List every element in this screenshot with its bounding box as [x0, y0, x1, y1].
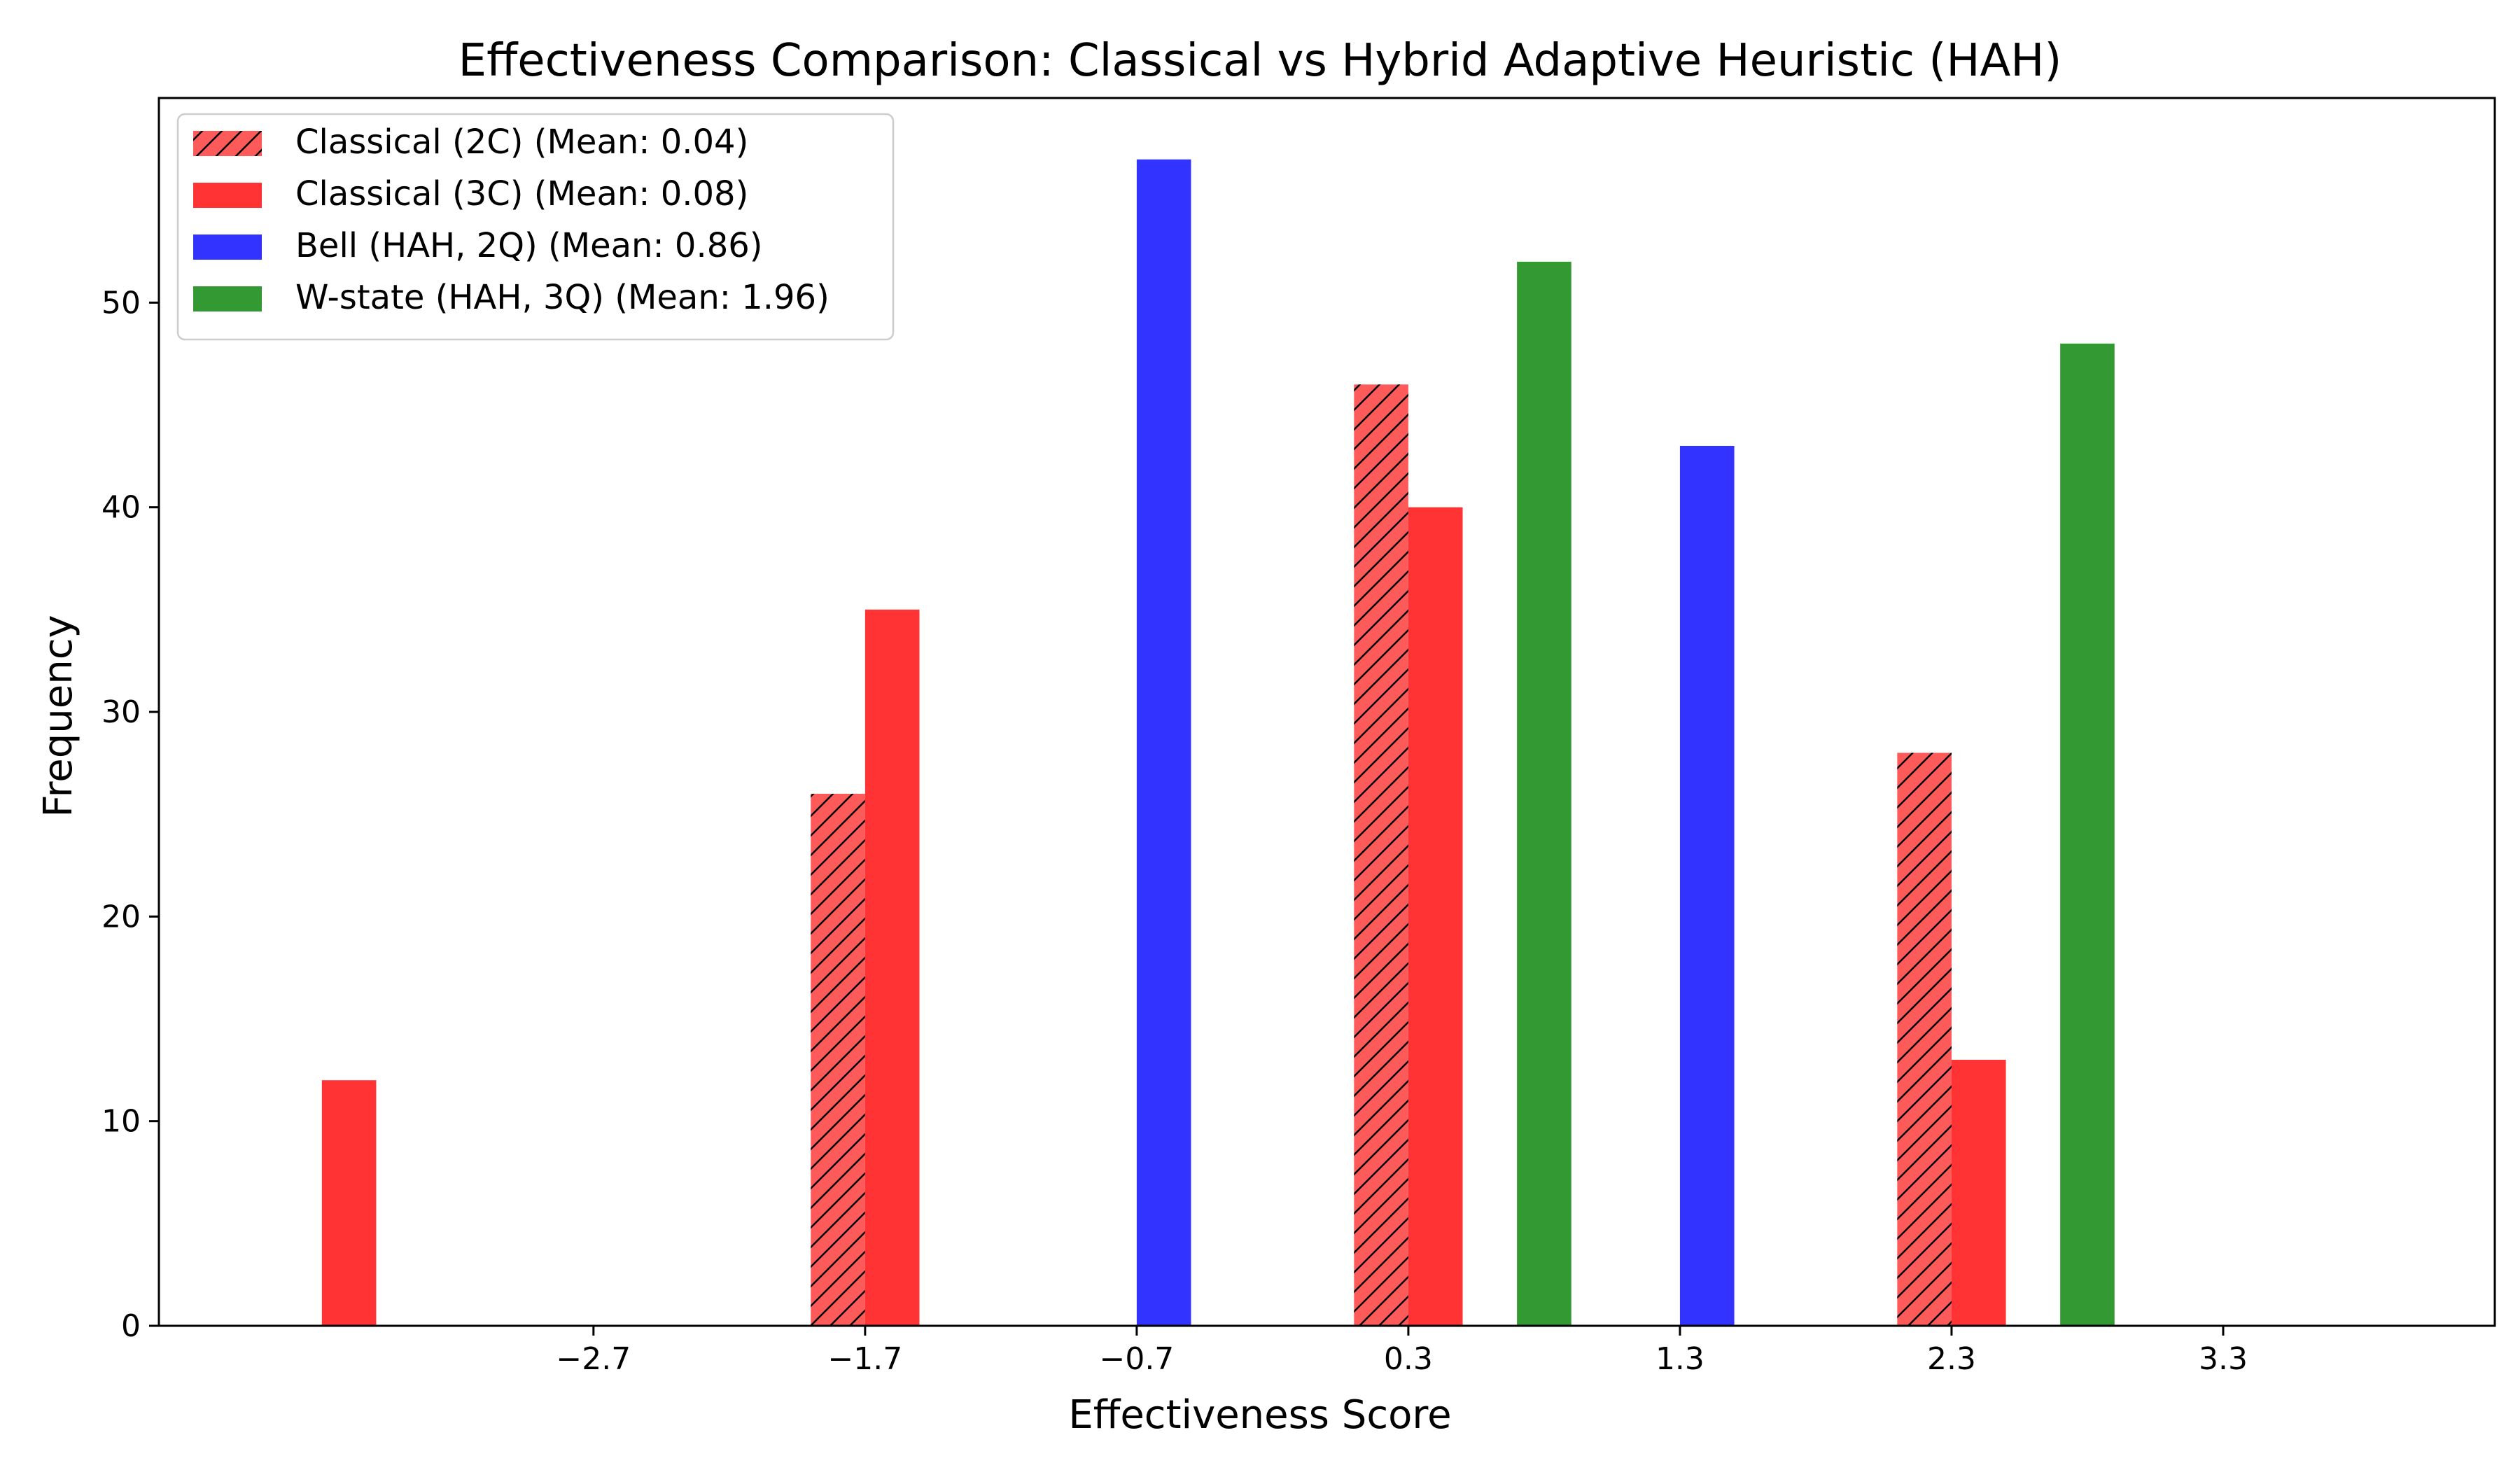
- bar-series-2-1: [321, 1080, 377, 1326]
- legend-label-2: Classical (3C) (Mean: 0.08): [295, 174, 748, 214]
- bar-series-2-4: [1951, 1059, 2006, 1326]
- bars-layer: [321, 159, 2115, 1326]
- x-tick-label: 3.3: [2199, 1341, 2248, 1377]
- axes-layer: −2.7 −1.7 −0.7 0.3 1.3 2.3 3.3 0 10 20 30 40 50: [102, 97, 2496, 1377]
- legend: Classical (2C) (Mean: 0.04) Classical (3C…: [176, 113, 895, 341]
- legend-label-3: Bell (HAH, 2Q) (Mean: 0.86): [295, 226, 763, 265]
- x-tick-label: −1.7: [827, 1341, 902, 1377]
- bar-series-4-1: [1517, 261, 1572, 1326]
- y-tick-label: 30: [102, 694, 141, 730]
- y-tick-label: 10: [102, 1104, 141, 1140]
- x-axis-label: Effectiveness Score: [1068, 1392, 1451, 1438]
- bar-series-2-3: [1408, 507, 1463, 1326]
- bar-series-3-1: [1136, 159, 1191, 1326]
- bar-hatch-series-1-2: [1354, 384, 1408, 1326]
- y-tick-label: 20: [102, 899, 141, 934]
- bar-hatch-series-1-1: [811, 793, 865, 1326]
- bar-series-4-2: [2060, 343, 2115, 1326]
- y-tick-label: 0: [121, 1308, 141, 1344]
- x-tick-label: −0.7: [1099, 1341, 1174, 1377]
- x-tick-label: −2.7: [556, 1341, 631, 1377]
- x-tick-label: 1.3: [1656, 1341, 1704, 1377]
- bar-hatch-series-1-3: [1897, 752, 1952, 1326]
- legend-label-1: Classical (2C) (Mean: 0.04): [295, 122, 748, 162]
- legend-swatch-4: [193, 286, 262, 312]
- bar-series-3-2: [1679, 445, 1735, 1326]
- legend-label-4: W-state (HAH, 3Q) (Mean: 1.96): [295, 278, 830, 317]
- legend-swatch-hatch-1: [193, 131, 262, 156]
- y-tick-label: 50: [102, 285, 141, 321]
- legend-swatch-2: [193, 183, 262, 208]
- x-tick-label: 0.3: [1384, 1341, 1433, 1377]
- y-axis-label: Frequency: [36, 615, 81, 817]
- x-tick-label: 2.3: [1927, 1341, 1976, 1377]
- legend-swatch-3: [193, 234, 262, 260]
- bar-series-2-2: [864, 609, 920, 1326]
- legend-box: [176, 113, 895, 341]
- y-tick-label: 40: [102, 490, 141, 526]
- chart-title: Effectiveness Comparison: Classical vs H…: [458, 35, 2062, 87]
